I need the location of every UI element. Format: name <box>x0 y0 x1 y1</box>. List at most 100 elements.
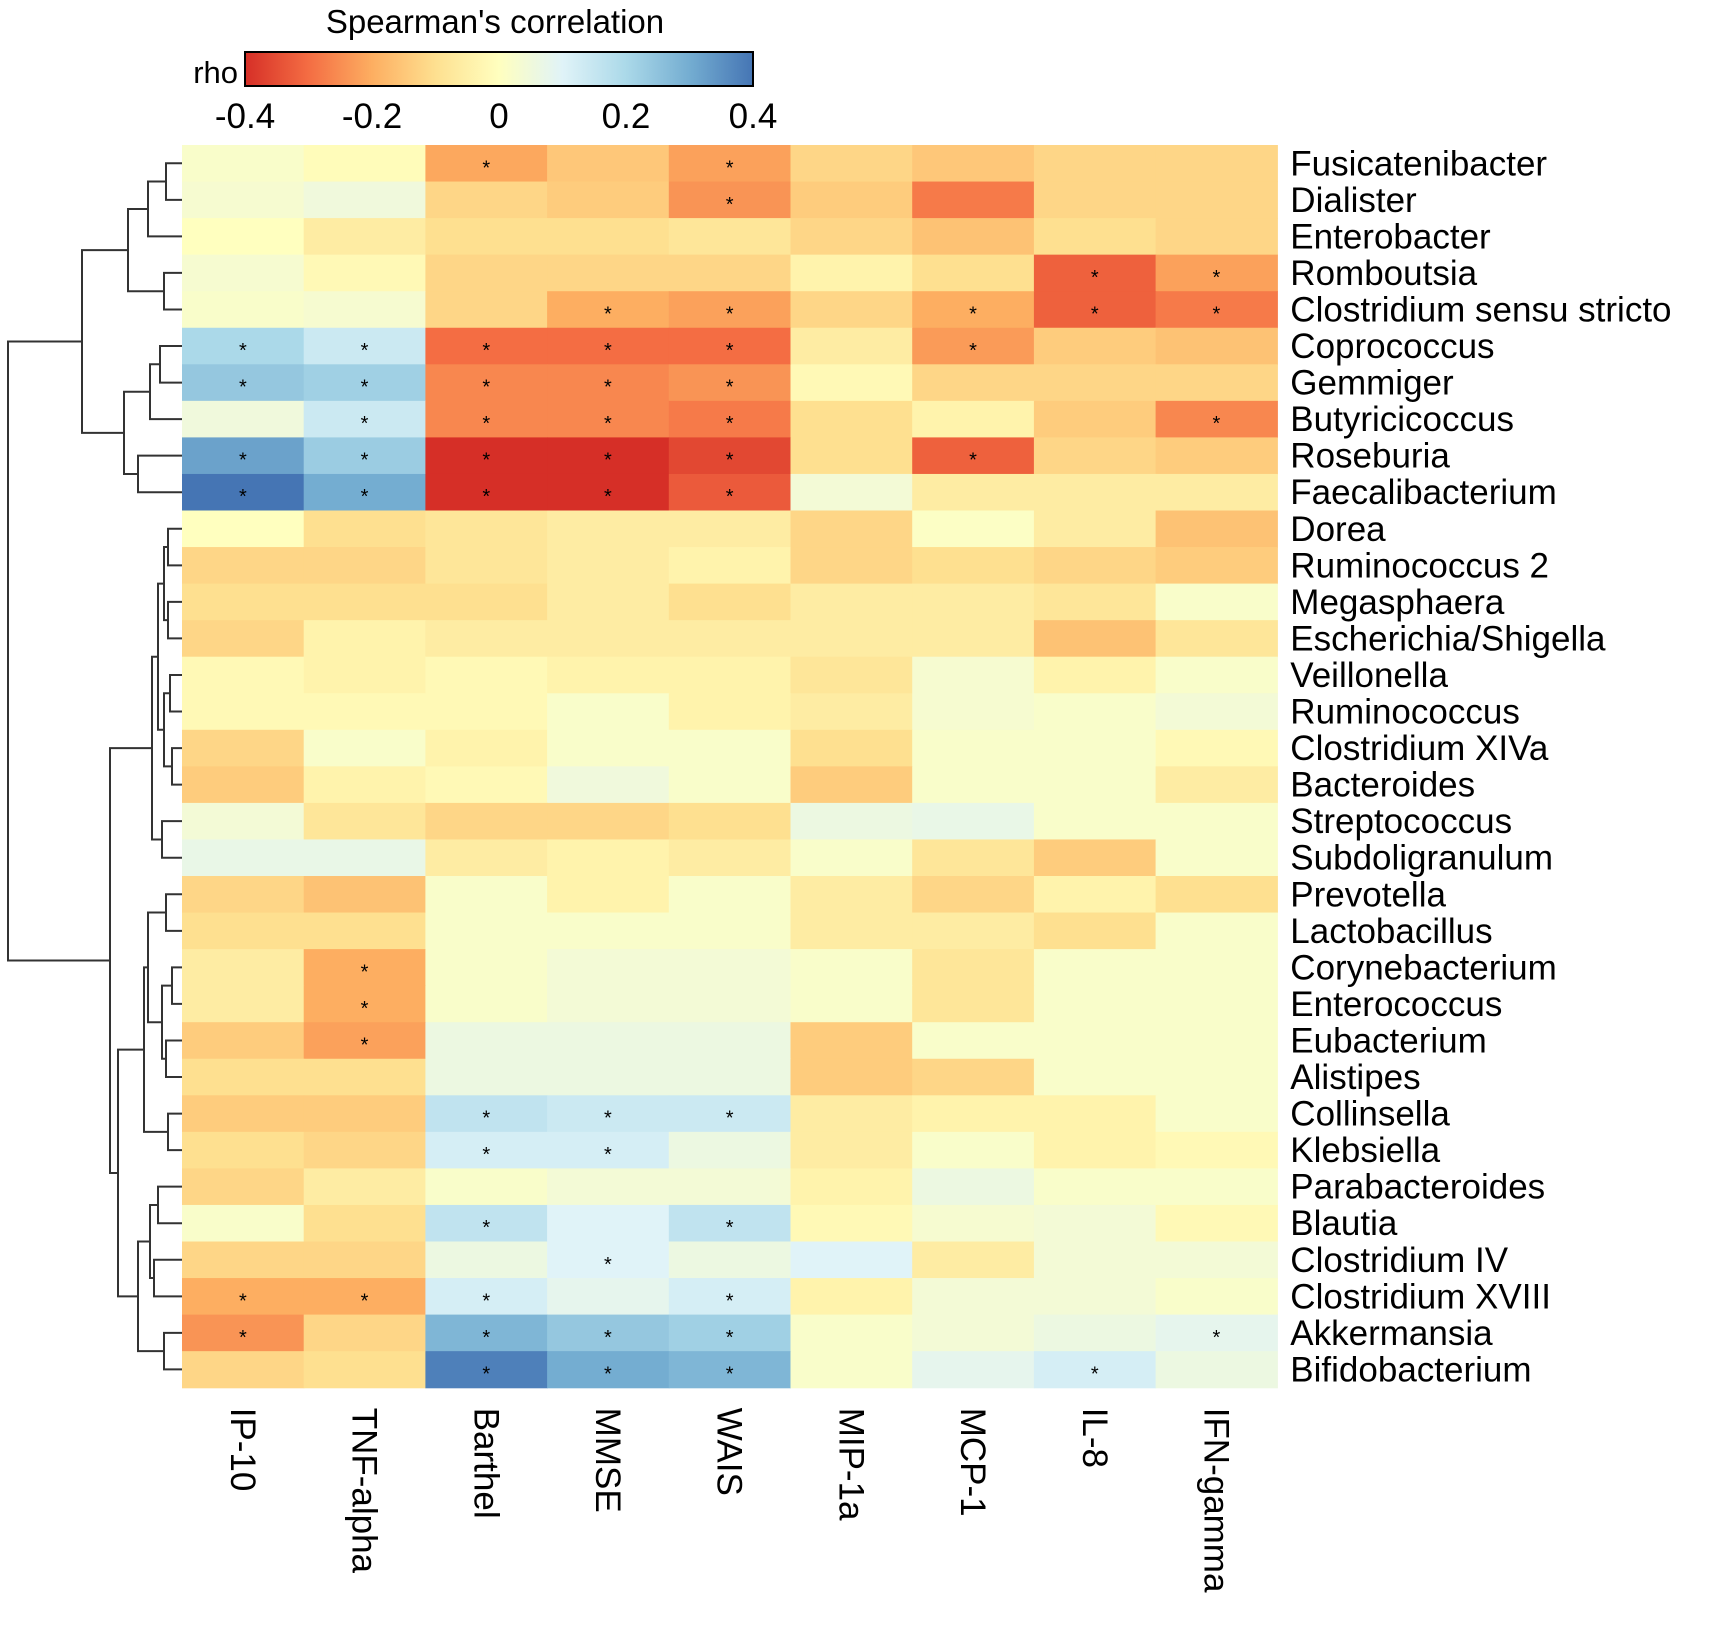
heatmap-cell <box>425 949 548 987</box>
heatmap-cell <box>1033 1168 1157 1206</box>
heatmap-cell <box>790 547 913 585</box>
heatmap-cell <box>425 766 548 804</box>
dendrogram-link <box>81 249 128 434</box>
heatmap-cell <box>182 291 305 329</box>
dendrogram-link <box>163 271 182 311</box>
heatmap-cell <box>1155 437 1278 475</box>
heatmap-cell <box>425 1095 548 1133</box>
heatmap-cell <box>547 1058 670 1096</box>
heatmap-cell <box>912 145 1035 183</box>
heatmap-cell <box>425 620 548 658</box>
heatmap-cell <box>303 949 426 987</box>
heatmap-cell <box>668 876 792 914</box>
heatmap-cell <box>1155 327 1278 365</box>
colorbar-gradient <box>244 51 754 87</box>
heatmap-cell <box>1033 729 1157 767</box>
heatmap-cell <box>912 1095 1035 1133</box>
significance-star: * <box>482 486 490 508</box>
dendrogram-link <box>163 1331 182 1371</box>
heatmap-cell <box>425 1204 548 1243</box>
heatmap-cell <box>303 254 426 292</box>
significance-star: * <box>726 340 734 362</box>
heatmap-cell <box>303 583 426 621</box>
heatmap-cell <box>668 620 792 658</box>
heatmap-cell <box>182 181 305 219</box>
heatmap-cell <box>182 985 305 1023</box>
heatmap-cell <box>303 327 426 365</box>
significance-star: * <box>726 1217 734 1239</box>
heatmap-cell <box>790 218 913 256</box>
heatmap-cell <box>547 656 670 694</box>
colorbar-legend: Spearman's correlation rho -0.4 -0.2 0 0.2 0… <box>193 3 777 136</box>
dendrogram-link <box>109 747 152 1174</box>
heatmap-cell <box>303 1131 426 1169</box>
row-label: Prevotella <box>1290 875 1446 914</box>
heatmap-cell <box>547 1278 670 1316</box>
row-label: Subdoligranulum <box>1290 839 1553 878</box>
row-label: Parabacteroides <box>1290 1168 1545 1207</box>
significance-star: * <box>1091 1363 1099 1385</box>
heatmap-cell <box>303 839 426 877</box>
heatmap-cell <box>303 1168 426 1206</box>
heatmap-cell <box>547 876 670 914</box>
heatmap-cell <box>912 949 1035 987</box>
significance-star: * <box>239 377 247 399</box>
heatmap-cell <box>303 1351 426 1389</box>
significance-star: * <box>482 1290 490 1312</box>
significance-star: * <box>482 157 490 179</box>
heatmap-cell <box>912 1351 1035 1389</box>
heatmap-cell <box>182 949 305 987</box>
significance-star: * <box>482 377 490 399</box>
heatmap-cell <box>668 656 792 694</box>
heatmap-cell <box>425 291 548 329</box>
heatmap-cell <box>547 364 670 402</box>
heatmap-cell <box>182 364 305 402</box>
heatmap-cell <box>425 327 548 365</box>
heatmap-cell <box>182 437 305 475</box>
heatmap-cell <box>303 145 426 183</box>
heatmap-cell <box>1033 1131 1157 1169</box>
heatmap-cell <box>547 1168 670 1206</box>
heatmap-cell <box>790 656 913 694</box>
heatmap-cell <box>547 1314 670 1352</box>
row-label: Lactobacillus <box>1290 912 1492 951</box>
significance-star: * <box>726 1290 734 1312</box>
heatmap-cell <box>425 1314 548 1352</box>
heatmap-cell <box>790 1131 913 1169</box>
significance-star: * <box>482 1108 490 1130</box>
heatmap-cell <box>1033 839 1157 877</box>
heatmap-cell <box>1155 693 1278 731</box>
heatmap-cell <box>182 1058 305 1096</box>
heatmap-cell <box>790 1314 913 1352</box>
significance-star: * <box>726 1327 734 1349</box>
heatmap-cell <box>1155 364 1278 402</box>
heatmap-cell <box>668 181 792 219</box>
significance-star: * <box>969 450 977 472</box>
column-label: IP-10 <box>223 1408 262 1492</box>
heatmap-cell <box>425 364 548 402</box>
heatmap-cell <box>547 547 670 585</box>
heatmap-cell <box>303 1095 426 1133</box>
heatmap-cell <box>790 181 913 219</box>
heatmap-cell <box>912 985 1035 1023</box>
heatmap-cell <box>1155 181 1278 219</box>
heatmap-cell <box>425 145 548 183</box>
heatmap-cell <box>912 583 1035 621</box>
heatmap-cell <box>1033 437 1157 475</box>
heatmap-cell <box>425 473 548 512</box>
dendrogram-link <box>169 673 182 713</box>
heatmap-cell <box>668 729 792 767</box>
heatmap-cell <box>912 364 1035 402</box>
heatmap-cell <box>1155 547 1278 585</box>
heatmap-cell <box>790 1058 913 1096</box>
heatmap-cell <box>182 1131 305 1169</box>
heatmap-cell <box>1033 1241 1157 1279</box>
heatmap-cell <box>1155 620 1278 658</box>
heatmap-cell <box>790 145 913 183</box>
heatmap-cell <box>912 693 1035 731</box>
heatmap-cell <box>1033 1204 1157 1243</box>
heatmap-cell <box>425 254 548 292</box>
column-label: WAIS <box>710 1408 749 1496</box>
heatmap-cell <box>1033 985 1157 1023</box>
heatmap-cell <box>182 912 305 950</box>
